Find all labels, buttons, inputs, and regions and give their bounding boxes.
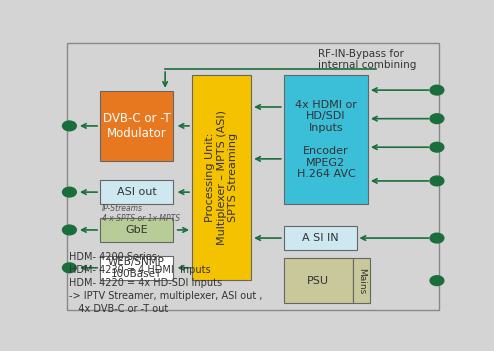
Text: Processing Unit:
Multiplexer – MPTS (ASI)
SPTS Streaming: Processing Unit: Multiplexer – MPTS (ASI… [205, 110, 238, 245]
Text: IP-Streams
4 x SPTS or 1x MPTS: IP-Streams 4 x SPTS or 1x MPTS [102, 204, 180, 224]
FancyBboxPatch shape [284, 74, 368, 204]
Text: Mains: Mains [357, 267, 366, 294]
Text: ASI out: ASI out [117, 187, 156, 197]
FancyBboxPatch shape [284, 258, 353, 303]
Circle shape [430, 143, 444, 152]
FancyBboxPatch shape [100, 180, 173, 204]
FancyBboxPatch shape [284, 226, 357, 250]
FancyBboxPatch shape [100, 218, 173, 242]
Text: GbE: GbE [125, 225, 148, 235]
Text: RF-IN-Bypass for
internal combining: RF-IN-Bypass for internal combining [318, 49, 416, 71]
Circle shape [430, 276, 444, 285]
FancyBboxPatch shape [100, 91, 173, 161]
Circle shape [430, 233, 444, 243]
FancyBboxPatch shape [100, 256, 173, 280]
Circle shape [430, 176, 444, 186]
Circle shape [63, 225, 76, 235]
Circle shape [430, 114, 444, 124]
Text: WEB/SNMP
100BaseT: WEB/SNMP 100BaseT [108, 257, 165, 279]
Circle shape [63, 187, 76, 197]
Circle shape [63, 121, 76, 131]
FancyBboxPatch shape [192, 74, 251, 280]
FancyBboxPatch shape [353, 258, 370, 303]
Text: A SI IN: A SI IN [302, 233, 338, 243]
Text: DVB-C or -T
Modulator: DVB-C or -T Modulator [103, 112, 170, 140]
Circle shape [430, 85, 444, 95]
Text: 4x HDMI or
HD/SDI
Inputs

Encoder
MPEG2
H.264 AVC: 4x HDMI or HD/SDI Inputs Encoder MPEG2 H… [295, 100, 357, 179]
Circle shape [63, 263, 76, 273]
Text: PSU: PSU [307, 276, 329, 286]
Text: HDM- 4200 Series:
HDM- 4230 = 4 HDMI  Inputs
HDM- 4220 = 4x HD-SDI Inputs
-> IPT: HDM- 4200 Series: HDM- 4230 = 4 HDMI Inp… [69, 252, 263, 314]
